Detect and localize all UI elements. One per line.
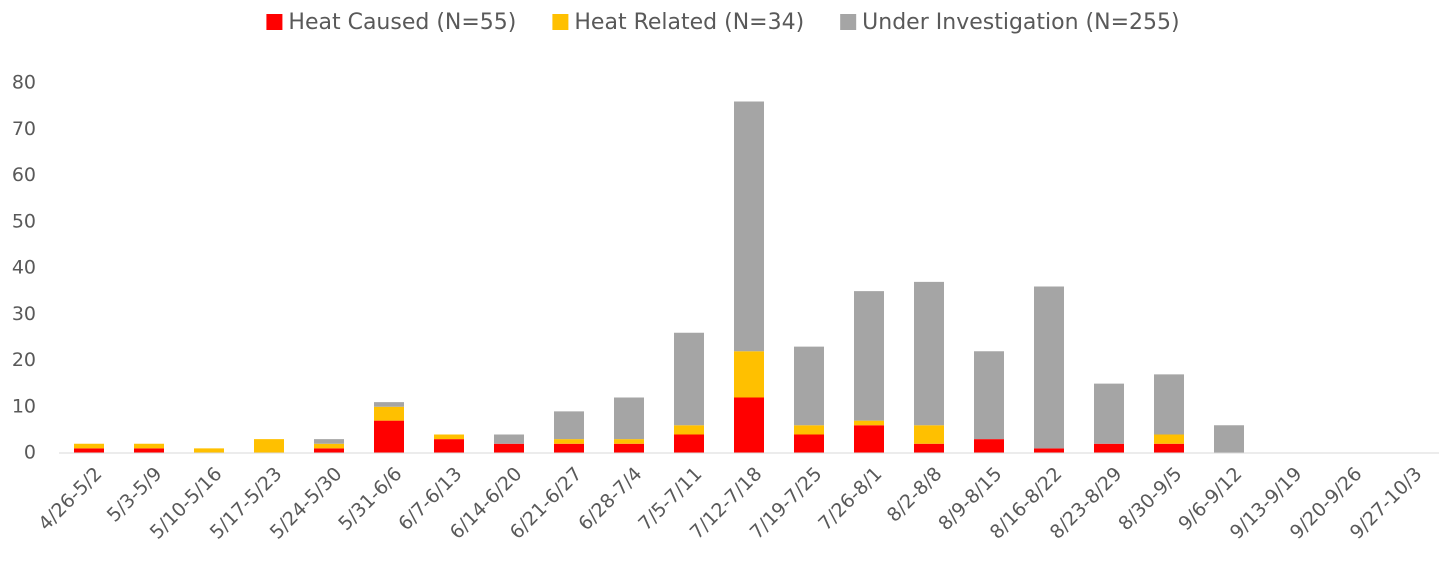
bar-segment: [1034, 286, 1064, 449]
bar-segment: [374, 402, 404, 407]
x-tick-label: 4/26-5/2: [34, 463, 106, 535]
y-tick-label: 60: [12, 164, 36, 186]
y-tick-label: 10: [12, 395, 36, 417]
bar-segment: [1034, 448, 1064, 453]
bar-segment: [134, 448, 164, 453]
bar-segment: [734, 397, 764, 453]
bar-segment: [914, 281, 944, 426]
bar-segment: [434, 434, 464, 440]
bar-segment: [734, 351, 764, 398]
x-tick-label: 6/28-7/4: [574, 463, 646, 535]
bar-segment: [494, 434, 524, 444]
legend-swatch: [552, 14, 569, 30]
bar-segment: [1154, 443, 1184, 453]
bar-segment: [974, 351, 1004, 440]
bar-segment: [794, 346, 824, 426]
bar-segment: [1094, 383, 1124, 444]
x-tick-label: 7/26-8/1: [814, 463, 886, 535]
bar-segment: [554, 439, 584, 444]
bar-segment: [1214, 425, 1244, 453]
bar-segment: [314, 439, 344, 444]
legend-label: Under Investigation (N=255): [862, 10, 1179, 35]
bar-segment: [434, 439, 464, 453]
bar-segment: [914, 443, 944, 453]
y-tick-label: 40: [12, 257, 36, 279]
y-tick-label: 70: [12, 118, 36, 140]
y-tick-label: 80: [12, 72, 36, 94]
bar-segment: [854, 425, 884, 453]
bar-segment: [614, 439, 644, 444]
bar-segment: [914, 425, 944, 444]
y-tick-label: 50: [12, 210, 36, 232]
bar-segment: [614, 443, 644, 453]
bar-segment: [794, 434, 824, 453]
bar-segment: [734, 101, 764, 352]
bar-segment: [254, 439, 284, 453]
bar-segment: [674, 332, 704, 426]
legend-swatch: [840, 14, 857, 30]
bar-segment: [614, 397, 644, 440]
bar-segment: [554, 411, 584, 440]
y-tick-label: 0: [24, 442, 36, 464]
bar-segment: [74, 448, 104, 453]
bar-segment: [1154, 374, 1184, 435]
x-tick-label: 8/30-9/5: [1114, 463, 1186, 535]
legend-label: Heat Caused (N=55): [288, 10, 516, 35]
bar-segment: [674, 434, 704, 453]
legend-label: Heat Related (N=34): [574, 10, 804, 35]
bar-segment: [314, 448, 344, 453]
bar-segment: [554, 443, 584, 453]
bar-segment: [674, 425, 704, 435]
bar-segment: [374, 406, 404, 421]
bar-segment: [194, 448, 224, 453]
bar-segment: [1154, 434, 1184, 444]
y-tick-label: 30: [12, 303, 36, 325]
bar-segment: [74, 443, 104, 449]
bar-segment: [314, 443, 344, 449]
y-tick-label: 20: [12, 349, 36, 371]
bar-segment: [494, 443, 524, 453]
bar-segment: [374, 420, 404, 453]
bar-segment: [134, 443, 164, 449]
legend-swatch: [266, 14, 283, 30]
bar-segment: [1094, 443, 1124, 453]
bar-segment: [974, 439, 1004, 453]
x-tick-label: 5/31-6/6: [334, 463, 406, 535]
bar-segment: [854, 420, 884, 426]
bar-segment: [794, 425, 824, 435]
bar-segment: [854, 291, 884, 421]
